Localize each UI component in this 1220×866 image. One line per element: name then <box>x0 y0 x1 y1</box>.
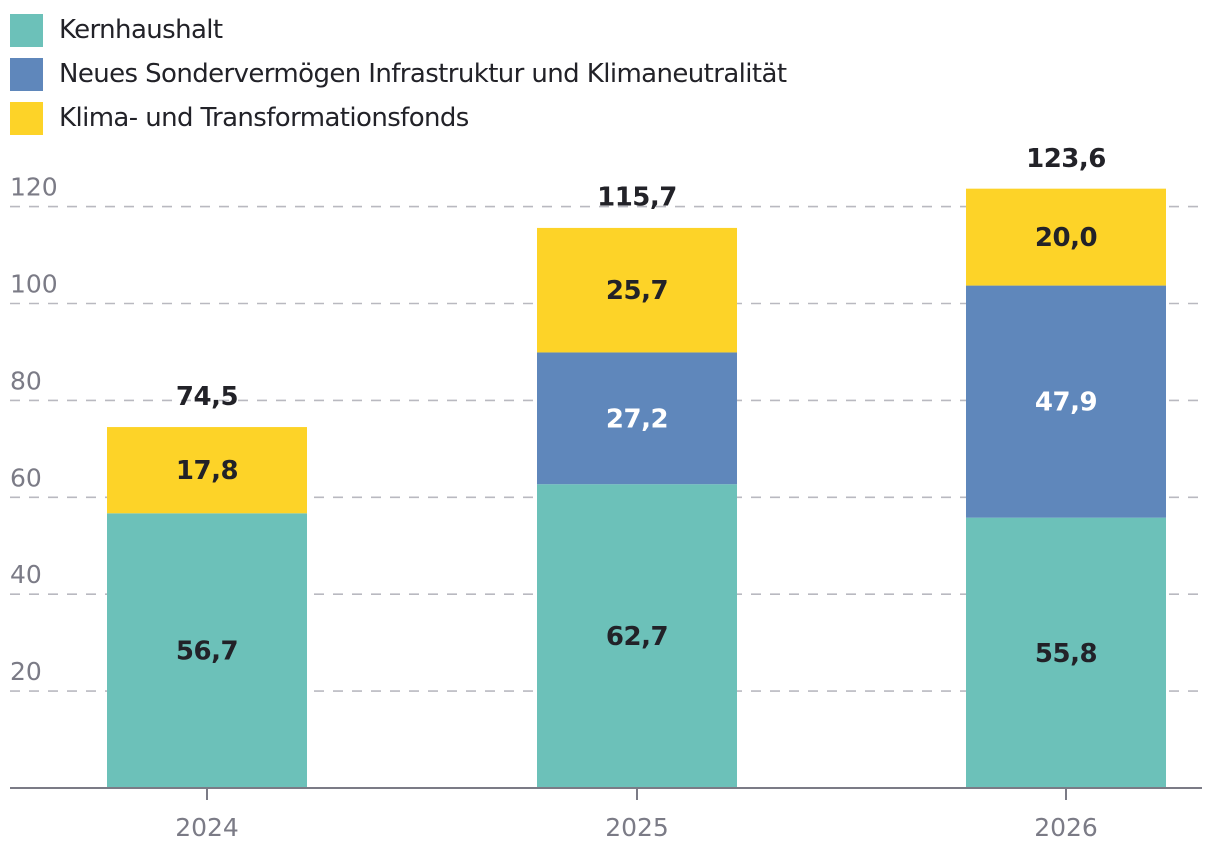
legend-swatch-sondervermoegen <box>10 57 43 91</box>
legend-item-kernhaushalt: Kernhaushalt <box>10 8 786 52</box>
total-label-2026: 123,6 <box>1026 144 1106 174</box>
x-tick-label-2024: 2024 <box>175 813 239 842</box>
y-tick-label-20: 20 <box>10 657 42 686</box>
bar-segment-2025-1 <box>537 352 737 485</box>
y-tick-label-40: 40 <box>10 560 42 589</box>
legend-swatch-ktf <box>10 101 43 135</box>
segment-label-2026-2: 20,0 <box>1035 223 1097 253</box>
segment-label-2024-2: 17,8 <box>176 456 238 486</box>
bar-segment-2026-2 <box>966 188 1166 286</box>
legend-label-ktf: Klima- und Transformationsfonds <box>59 103 469 133</box>
y-tick-label-80: 80 <box>10 366 42 395</box>
bar-segment-2025-0 <box>537 484 737 788</box>
bar-segment-2026-1 <box>966 285 1166 518</box>
y-tick-label-100: 100 <box>10 270 58 299</box>
segment-label-2025-0: 62,7 <box>606 622 668 652</box>
y-tick-label-120: 120 <box>10 173 58 202</box>
y-tick-label-60: 60 <box>10 463 42 492</box>
legend-label-sondervermoegen: Neues Sondervermögen Infrastruktur und K… <box>59 59 787 89</box>
legend-swatch-kernhaushalt <box>10 13 43 47</box>
bar-segment-2026-0 <box>966 517 1166 788</box>
segment-label-2024-0: 56,7 <box>176 637 238 667</box>
x-tick-label-2025: 2025 <box>605 813 669 842</box>
segment-label-2026-0: 55,8 <box>1035 639 1097 669</box>
legend-item-sondervermoegen: Neues Sondervermögen Infrastruktur und K… <box>10 52 787 96</box>
bar-segment-2025-2 <box>537 227 737 353</box>
x-tick-label-2026: 2026 <box>1034 813 1098 842</box>
segment-label-2026-1: 47,9 <box>1035 388 1097 418</box>
bar-segment-2024-0 <box>107 513 307 788</box>
segment-label-2025-1: 27,2 <box>606 404 668 434</box>
total-label-2024: 74,5 <box>176 382 238 412</box>
legend-label-kernhaushalt: Kernhaushalt <box>59 15 223 45</box>
segment-label-2025-2: 25,7 <box>606 276 668 306</box>
total-label-2025: 115,7 <box>597 182 677 212</box>
legend-item-ktf: Klima- und Transformationsfonds <box>10 96 786 140</box>
legend: Kernhaushalt Neues Sondervermögen Infras… <box>10 8 787 140</box>
bar-segment-2024-2 <box>107 427 307 514</box>
